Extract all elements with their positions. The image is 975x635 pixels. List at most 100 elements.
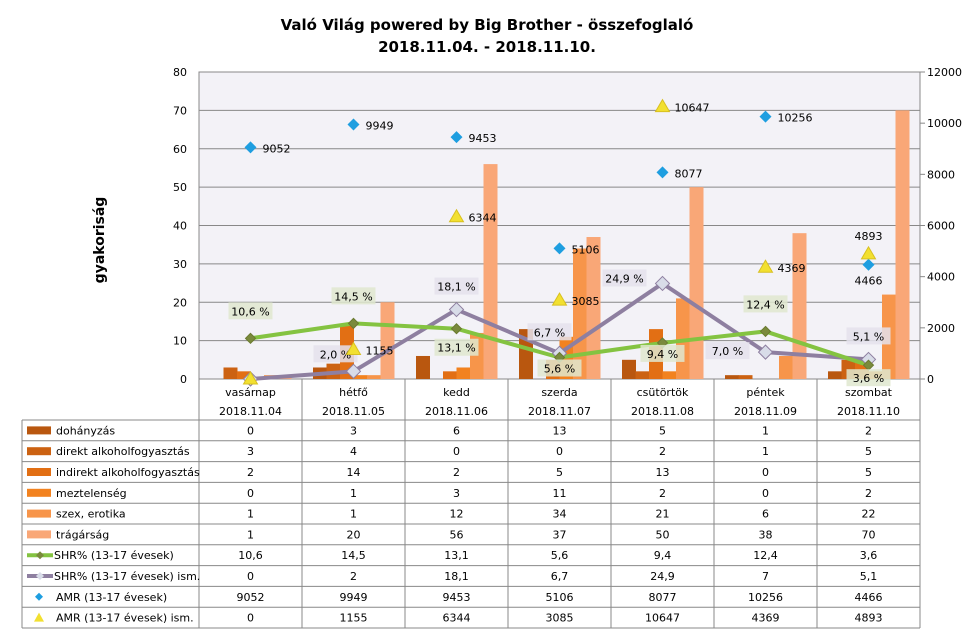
bar-5-4	[689, 187, 704, 379]
table-cell: 1	[762, 424, 769, 437]
amr-marker-2	[450, 131, 463, 144]
chart-subtitle: 2018.11.04. - 2018.11.10.	[378, 38, 596, 56]
table-cell: 2	[659, 487, 666, 500]
x-category-label: kedd	[443, 386, 470, 399]
shr-data-label: 5,6 %	[544, 363, 575, 376]
y-tick-label: 0	[180, 373, 187, 386]
table-cell: 9949	[340, 591, 368, 604]
table-cell: 38	[759, 528, 773, 541]
table-cell: 10256	[748, 591, 783, 604]
table-row-label: AMR (13-17 évesek) ism.	[56, 612, 194, 625]
table-row-label: szex, erotika	[56, 508, 126, 521]
legend-key-triangle-icon	[34, 612, 44, 622]
shr-label-bg	[743, 295, 788, 313]
table-cell: 2	[247, 466, 254, 479]
bar-5-1	[380, 302, 395, 379]
shr-data-label: 10,6 %	[231, 305, 269, 318]
table-cell: 13	[656, 466, 670, 479]
bar-5-5	[792, 233, 807, 379]
table-cell: 0	[453, 445, 460, 458]
bar-2-2	[443, 371, 457, 379]
bar-1-4	[635, 371, 650, 379]
ism-label-bg	[705, 342, 750, 360]
table-cell: 4	[350, 445, 357, 458]
amr-ism-marker-4	[654, 98, 671, 113]
y-axis-label: gyakoriság	[92, 197, 108, 284]
y2-tick-label: 8000	[927, 168, 955, 181]
table-cell: 10,6	[238, 549, 263, 562]
table-cell: 5	[556, 466, 563, 479]
shr-label-bg	[846, 369, 891, 387]
bar-4-3	[573, 248, 587, 379]
y2-tick-label: 12000	[927, 66, 962, 79]
amr-ism-data-label: 1155	[366, 344, 394, 357]
ism-label-bg	[846, 327, 891, 345]
x-date-label: 2018.11.08	[631, 405, 694, 418]
table-cell: 12	[450, 508, 464, 521]
table-cell: 4369	[752, 612, 780, 625]
amr-data-label: 5106	[572, 243, 600, 256]
table-cell: 50	[656, 528, 670, 541]
table-cell: 3	[350, 424, 357, 437]
table-cell: 0	[762, 487, 769, 500]
legend-key-marker-7	[36, 572, 44, 580]
line-marker-7-5	[757, 344, 774, 360]
ism-data-label: 7,0 %	[712, 345, 743, 358]
table-cell: 12,4	[753, 549, 778, 562]
table-cell: 10647	[645, 612, 680, 625]
shr-label-bg	[434, 338, 479, 356]
table-cell: 5,6	[551, 549, 569, 562]
table-cell: 5,1	[860, 570, 878, 583]
table-row-label: indirekt alkoholfogyasztás	[56, 466, 200, 479]
x-date-label: 2018.11.06	[425, 405, 488, 418]
ism-data-label: 24,9 %	[605, 272, 643, 285]
ism-data-label: 6,7 %	[534, 326, 565, 339]
amr-data-label: 9052	[263, 142, 291, 155]
ism-label-bg	[527, 323, 572, 341]
shr-data-label: 14,5 %	[334, 290, 372, 303]
y2-tick-label: 4000	[927, 271, 955, 284]
amr-ism-marker-6	[860, 245, 877, 260]
amr-ism-data-label: 4893	[855, 230, 883, 243]
chart-title: Való Világ powered by Big Brother - össz…	[281, 16, 694, 34]
line-marker-7-1	[345, 363, 362, 380]
y-tick-label: 70	[173, 104, 187, 117]
ism-label-bg	[313, 345, 358, 363]
line-marker-6-0	[244, 332, 257, 345]
x-category-label: szombat	[845, 386, 893, 399]
bar-4-1	[367, 375, 381, 379]
x-category-label: vasárnap	[225, 386, 276, 399]
table-cell: 0	[247, 424, 254, 437]
table-cell: 0	[762, 466, 769, 479]
table-cell: 3,6	[860, 549, 878, 562]
table-cell: 2	[659, 445, 666, 458]
amr-marker-3	[553, 242, 566, 255]
x-category-label: péntek	[746, 386, 785, 399]
bar-0-4	[622, 359, 636, 379]
legend-key-0	[27, 426, 51, 435]
bar-1-0	[223, 367, 238, 379]
table-row-label: trágárság	[56, 528, 109, 541]
ism-data-label: 2,0 %	[320, 348, 351, 361]
bar-5-2	[483, 164, 498, 379]
amr-marker-5	[759, 110, 772, 123]
ism-label-bg	[602, 269, 647, 287]
bar-5-6	[895, 110, 910, 379]
table-cell: 1	[247, 508, 254, 521]
legend-key-4	[27, 509, 51, 518]
table-row-label: AMR (13-17 évesek)	[56, 591, 167, 604]
table-cell: 13	[553, 424, 567, 437]
table-cell: 1155	[340, 612, 368, 625]
amr-data-label: 8077	[675, 167, 703, 180]
bar-3-4	[662, 371, 677, 379]
table-cell: 1	[762, 445, 769, 458]
shr-label-bg	[228, 302, 273, 320]
line-marker-6-1	[347, 317, 360, 330]
y-tick-label: 60	[173, 143, 187, 156]
amr-marker-1	[347, 118, 360, 131]
shr-data-label: 12,4 %	[746, 298, 784, 311]
bar-0-2	[416, 355, 430, 379]
line-marker-6-2	[450, 323, 463, 335]
